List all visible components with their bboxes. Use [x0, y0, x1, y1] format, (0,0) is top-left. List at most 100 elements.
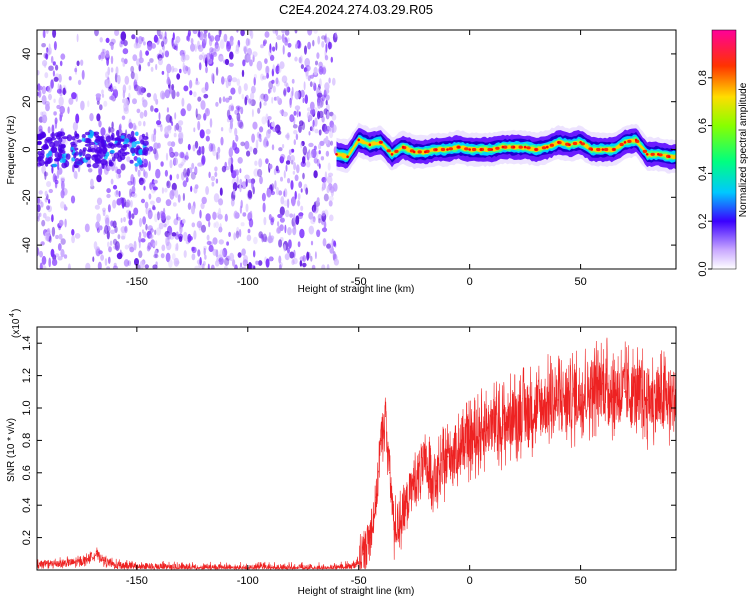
noise-speck	[265, 65, 269, 75]
noise-speck	[253, 250, 256, 258]
noise-speck	[50, 79, 54, 89]
noise-speck	[259, 126, 264, 133]
noise-speck	[179, 224, 183, 234]
noise-speck	[53, 41, 57, 51]
noise-speck	[300, 205, 304, 211]
noise-speck	[208, 171, 211, 178]
noise-speck	[291, 259, 295, 266]
band-speck	[37, 150, 42, 156]
noise-speck	[169, 174, 173, 181]
band-speck	[65, 153, 71, 160]
noise-speck	[98, 120, 102, 128]
noise-speck	[246, 150, 251, 157]
noise-speck	[165, 252, 171, 263]
noise-speck	[291, 196, 296, 207]
noise-speck	[94, 204, 100, 210]
noise-speck	[235, 169, 239, 176]
noise-speck	[309, 81, 313, 88]
noise-speck	[121, 229, 126, 240]
noise-speck	[287, 247, 290, 254]
noise-speck	[143, 231, 147, 238]
noise-speck	[164, 89, 170, 99]
noise-speck	[37, 246, 40, 257]
noise-speck	[237, 252, 242, 258]
noise-speck	[194, 140, 199, 149]
noise-speck	[59, 105, 65, 114]
noise-speck	[315, 60, 318, 66]
noise-speck	[94, 30, 99, 37]
noise-speck	[233, 210, 238, 219]
noise-speck	[270, 217, 274, 226]
noise-speck	[273, 96, 277, 101]
snr-point	[579, 394, 582, 396]
noise-speck	[310, 109, 315, 116]
noise-speck	[58, 233, 63, 240]
noise-speck	[112, 88, 119, 99]
y-tick-label: 1.0	[21, 400, 33, 415]
noise-speck	[303, 81, 306, 91]
noise-speck	[283, 200, 289, 207]
noise-speck	[95, 221, 100, 230]
snr-point	[435, 480, 438, 482]
ridge-core-dot	[619, 142, 624, 147]
spectrogram-ridge	[335, 122, 676, 174]
noise-speck	[283, 190, 286, 197]
noise-speck	[287, 42, 292, 48]
noise-speck	[96, 197, 103, 206]
noise-speck	[265, 158, 269, 165]
spectrogram-marks	[37, 30, 676, 269]
noise-speck	[272, 64, 275, 72]
noise-speck	[253, 76, 256, 86]
noise-speck	[268, 256, 273, 262]
noise-speck	[182, 218, 186, 224]
noise-speck	[41, 85, 47, 95]
noise-speck	[290, 228, 294, 233]
colorbar-gradient	[711, 29, 737, 270]
noise-speck	[214, 221, 219, 229]
noise-speck	[215, 249, 219, 258]
band-speck	[131, 141, 137, 148]
noise-speck	[70, 195, 76, 204]
noise-speck	[122, 48, 129, 55]
noise-speck	[180, 161, 184, 167]
noise-speck	[268, 237, 274, 243]
noise-speck	[330, 187, 334, 197]
noise-speck	[176, 231, 179, 237]
noise-speck	[295, 215, 300, 226]
noise-speck	[241, 69, 245, 78]
noise-speck	[317, 110, 321, 120]
noise-speck	[330, 140, 334, 146]
noise-speck	[194, 166, 198, 175]
noise-speck	[60, 53, 66, 60]
noise-speck	[183, 250, 187, 258]
noise-speck	[64, 218, 67, 228]
noise-speck	[182, 65, 188, 75]
noise-speck	[171, 41, 176, 50]
x-tick-label: -100	[237, 575, 259, 587]
noise-speck	[166, 71, 169, 80]
band-speck	[93, 131, 100, 135]
noise-speck	[219, 187, 223, 196]
band-speck	[88, 130, 95, 137]
noise-speck	[325, 150, 330, 157]
snr-x-label: Height of straight line (km)	[298, 586, 415, 597]
noise-speck	[259, 101, 262, 109]
noise-speck	[47, 205, 52, 213]
noise-speck	[166, 107, 169, 113]
noise-speck	[131, 185, 136, 194]
noise-speck	[208, 142, 214, 152]
noise-speck	[131, 34, 136, 40]
noise-speck	[121, 57, 125, 63]
noise-speck	[291, 78, 295, 84]
noise-speck	[316, 197, 320, 204]
noise-speck	[100, 127, 106, 136]
noise-speck	[295, 40, 300, 47]
noise-speck	[254, 160, 258, 166]
noise-speck	[312, 39, 315, 47]
noise-speck	[257, 107, 261, 114]
noise-speck	[122, 61, 126, 67]
x-tick-label: -150	[126, 276, 148, 288]
band-speck	[37, 135, 42, 141]
noise-speck	[164, 31, 167, 40]
noise-speck	[326, 175, 333, 185]
